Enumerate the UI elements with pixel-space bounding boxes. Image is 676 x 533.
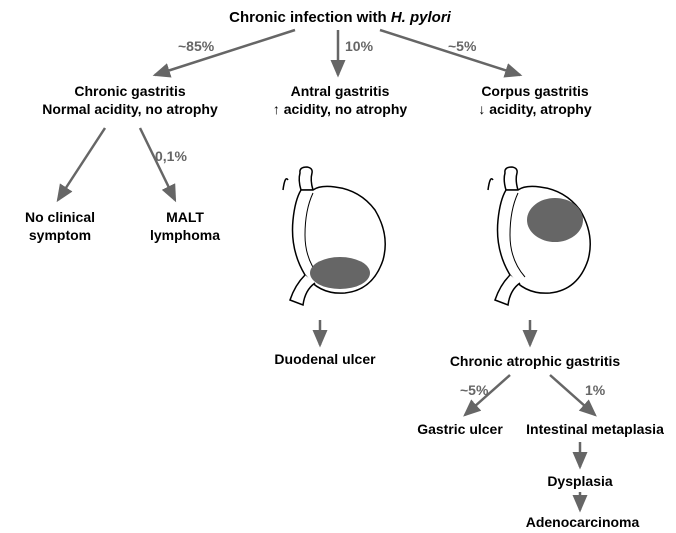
pct-85: ~85%: [178, 38, 214, 54]
pct-1: 1%: [585, 382, 605, 398]
pct-5: ~5%: [448, 38, 476, 54]
node-adenocarcinoma: Adenocarcinoma: [510, 513, 655, 531]
stomach-corpus: [460, 165, 610, 320]
node-no-symptom: No clinical symptom: [10, 208, 110, 244]
node-chronic-gastritis: Chronic gastritis Normal acidity, no atr…: [20, 82, 240, 118]
node-duodenal-ulcer: Duodenal ulcer: [260, 350, 390, 368]
node-gastric-ulcer: Gastric ulcer: [405, 420, 515, 438]
node-intestinal-metaplasia: Intestinal metaplasia: [515, 420, 675, 438]
stomach-antral: [255, 165, 405, 320]
node-corpus-gastritis: Corpus gastritis ↓ acidity, atrophy: [450, 82, 620, 118]
pct-01: 0,1%: [155, 148, 187, 164]
node-antral-gastritis: Antral gastritis ↑ acidity, no atrophy: [255, 82, 425, 118]
node-malt: MALT lymphoma: [135, 208, 235, 244]
node-dysplasia: Dysplasia: [530, 472, 630, 490]
node-chronic-atrophic: Chronic atrophic gastritis: [435, 352, 635, 370]
pct-10: 10%: [345, 38, 373, 54]
pct-5b: ~5%: [460, 382, 488, 398]
